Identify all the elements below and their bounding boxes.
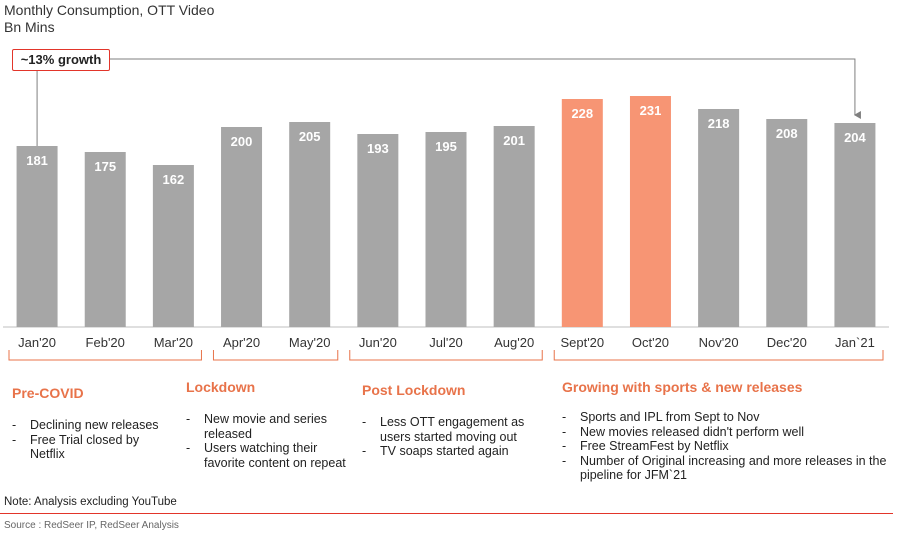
list-item: Number of Original increasing and more r… [562, 454, 892, 483]
bar [84, 152, 126, 327]
x-tick-label: Dec'20 [767, 335, 807, 350]
list-item: Less OTT engagement as users started mov… [362, 415, 542, 444]
data-label: 228 [571, 106, 593, 121]
bar [698, 109, 740, 327]
bar [289, 122, 331, 327]
x-tick-label: Oct'20 [632, 335, 669, 350]
section-list: New movie and series released Users watc… [186, 412, 356, 470]
section-title: Post Lockdown [362, 382, 466, 398]
data-label: 231 [640, 103, 662, 118]
bar-chart: 181 Jan'20 175 Feb'20 162 Mar'20 200 Apr'20 205 M… [3, 58, 889, 361]
bar [834, 123, 876, 327]
bar [16, 146, 58, 327]
divider [0, 513, 893, 514]
x-tick-label: Jan`21 [835, 335, 875, 350]
section-title: Lockdown [186, 379, 256, 395]
list-item: New movie and series released [186, 412, 356, 441]
data-label: 204 [844, 130, 866, 145]
period-bracket [553, 350, 884, 361]
data-label: 200 [231, 134, 253, 149]
section-list: Declining new releases Free Trial closed… [12, 418, 172, 462]
source-text: Source : RedSeer IP, RedSeer Analysis [4, 520, 179, 531]
section-list: Less OTT engagement as users started mov… [362, 415, 542, 459]
period-bracket [349, 350, 543, 361]
x-tick-label: Jul'20 [429, 335, 463, 350]
list-item: Declining new releases [12, 418, 172, 433]
data-label: 181 [26, 153, 48, 168]
data-label: 208 [776, 126, 798, 141]
x-tick-label: Jun'20 [359, 335, 397, 350]
x-tick-label: Feb'20 [86, 335, 125, 350]
section-list: Sports and IPL from Sept to Nov New movi… [562, 410, 892, 483]
section-title: Growing with sports & new releases [562, 379, 803, 395]
list-item: Free StreamFest by Netflix [562, 439, 892, 454]
data-label: 195 [435, 139, 457, 154]
list-item: New movies released didn't perform well [562, 425, 892, 440]
period-bracket [8, 350, 202, 361]
data-label: 205 [299, 129, 321, 144]
chart-title: Monthly Consumption, OTT Video [4, 2, 215, 18]
chart-unit-label: Bn Mins [4, 19, 55, 35]
data-label: 193 [367, 141, 389, 156]
list-item: TV soaps started again [362, 444, 542, 459]
data-label: 218 [708, 116, 730, 131]
list-item: Users watching their favorite content on… [186, 441, 356, 470]
bar [629, 96, 671, 327]
bar [766, 119, 808, 327]
x-tick-label: Aug'20 [494, 335, 534, 350]
bar [493, 126, 535, 327]
data-label: 175 [94, 159, 116, 174]
x-tick-label: May'20 [289, 335, 331, 350]
growth-callout: ~13% growth [12, 49, 110, 71]
x-tick-label: Sept'20 [560, 335, 604, 350]
x-tick-label: Apr'20 [223, 335, 260, 350]
x-tick-label: Mar'20 [154, 335, 193, 350]
list-item: Sports and IPL from Sept to Nov [562, 410, 892, 425]
growth-connector-right [108, 58, 861, 119]
list-item: Free Trial closed by Netflix [12, 433, 172, 462]
bar [152, 165, 194, 327]
data-label: 201 [503, 133, 525, 148]
bar [357, 134, 399, 327]
x-tick-label: Nov'20 [699, 335, 739, 350]
bar [221, 127, 263, 327]
bar [561, 99, 603, 327]
data-label: 162 [163, 172, 185, 187]
section-title: Pre-COVID [12, 385, 84, 401]
period-bracket [212, 350, 339, 361]
bar [425, 132, 467, 327]
footnote: Note: Analysis excluding YouTube [4, 496, 177, 508]
x-tick-label: Jan'20 [18, 335, 56, 350]
